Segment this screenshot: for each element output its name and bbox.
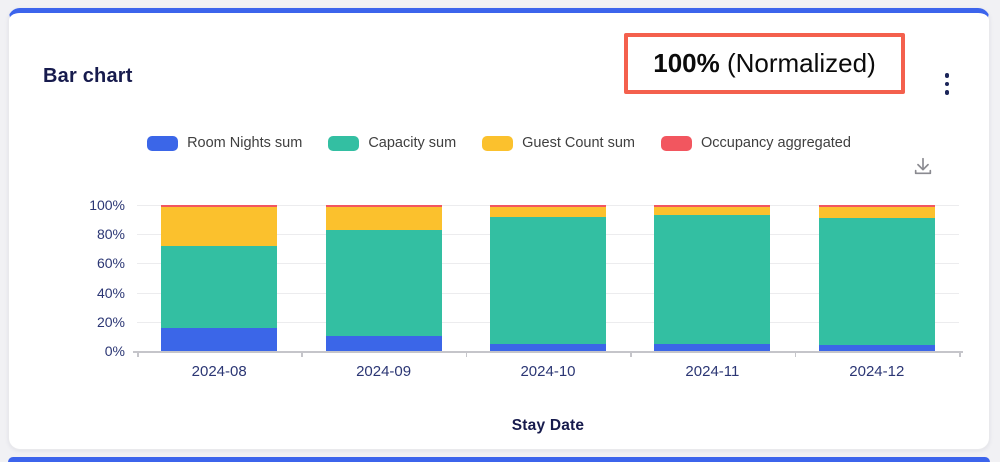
y-axis-tick-label: 20%: [96, 313, 125, 330]
bar-segment-room-nights-sum-2024-12[interactable]: [818, 345, 935, 351]
x-axis-tick: [465, 351, 468, 357]
legend-item-room-nights-sum[interactable]: Room Nights sum: [147, 135, 302, 151]
legend-label: Occupancy aggregated: [700, 135, 851, 151]
legend-item-capacity-sum[interactable]: Capacity sum: [328, 135, 456, 151]
x-axis-tick: [301, 351, 303, 357]
x-axis-tick: [794, 351, 797, 357]
bar-segment-guest-count-sum-2024-12[interactable]: [818, 206, 935, 219]
bar-segment-guest-count-sum-2024-08[interactable]: [161, 206, 278, 246]
bar-segment-room-nights-sum-2024-10[interactable]: [490, 343, 606, 351]
normalized-annotation-box: 100% (Normalized): [624, 33, 905, 94]
bar-segment-room-nights-sum-2024-11[interactable]: [654, 343, 771, 351]
y-axis-tick-label: 100%: [89, 197, 125, 213]
legend-label: Capacity sum: [368, 135, 457, 151]
x-axis-category-label: 2024-11: [685, 363, 740, 380]
legend-swatch: [482, 135, 514, 151]
legend-label: Guest Count sum: [522, 135, 635, 151]
x-axis-category-label: 2024-12: [849, 363, 905, 380]
x-axis-line: [133, 351, 963, 353]
kebab-menu-icon[interactable]: [936, 69, 958, 99]
legend-swatch: [147, 135, 179, 151]
bar-segment-guest-count-sum-2024-11[interactable]: [654, 206, 771, 216]
y-axis-tick-label: 60%: [96, 255, 125, 272]
annotation-caption: (Normalized): [719, 48, 876, 78]
bar-chart-card: Bar chart 100% (Normalized) Room Nights …: [8, 8, 990, 450]
y-axis-tick-label: 80%: [96, 226, 125, 243]
bar-segment-room-nights-sum-2024-08[interactable]: [161, 327, 278, 351]
bar-segment-capacity-sum-2024-12[interactable]: [818, 218, 935, 346]
bar-segment-capacity-sum-2024-10[interactable]: [490, 216, 606, 344]
legend-swatch: [328, 135, 360, 151]
bar-segment-room-nights-sum-2024-09[interactable]: [325, 336, 442, 351]
y-axis-tick-label: 0%: [104, 343, 125, 359]
x-axis-title: Stay Date: [511, 417, 585, 434]
bar-segment-occupancy-aggregated-2024-12[interactable]: [818, 205, 935, 207]
bar-segment-capacity-sum-2024-08[interactable]: [161, 245, 278, 328]
x-axis-tick: [959, 351, 961, 357]
legend-item-occupancy-aggregated[interactable]: Occupancy aggregated: [660, 135, 851, 151]
bar-segment-occupancy-aggregated-2024-10[interactable]: [490, 205, 606, 207]
bar-segment-guest-count-sum-2024-09[interactable]: [325, 206, 442, 230]
bar-segment-occupancy-aggregated-2024-08[interactable]: [161, 205, 278, 207]
bar-segment-occupancy-aggregated-2024-11[interactable]: [654, 205, 771, 207]
x-axis-category-label: 2024-08: [191, 363, 247, 380]
x-axis-tick: [630, 351, 632, 357]
bar-segment-capacity-sum-2024-11[interactable]: [654, 215, 771, 344]
bar-segment-occupancy-aggregated-2024-09[interactable]: [325, 205, 442, 207]
bar-segment-capacity-sum-2024-09[interactable]: [325, 229, 442, 337]
annotation-value: 100%: [653, 48, 720, 78]
x-axis-tick: [137, 351, 139, 357]
chart-legend: Room Nights sum Capacity sum Guest Count s…: [9, 135, 989, 151]
x-axis-category-label: 2024-10: [520, 363, 576, 380]
legend-label: Room Nights sum: [187, 135, 303, 151]
legend-swatch: [660, 135, 692, 151]
legend-item-guest-count-sum[interactable]: Guest Count sum: [482, 135, 635, 151]
page-title: Bar chart: [43, 65, 133, 87]
download-icon[interactable]: [908, 151, 938, 181]
x-axis-category-label: 2024-09: [356, 363, 412, 380]
stacked-bar-chart: 0% 20% 40% 60% 80% 100% 2024-08 2024-09 2024-10 2…: [9, 13, 989, 449]
bar-segment-guest-count-sum-2024-10[interactable]: [490, 206, 606, 217]
next-card-top-accent: [8, 457, 990, 462]
y-axis-tick-label: 40%: [96, 284, 125, 301]
